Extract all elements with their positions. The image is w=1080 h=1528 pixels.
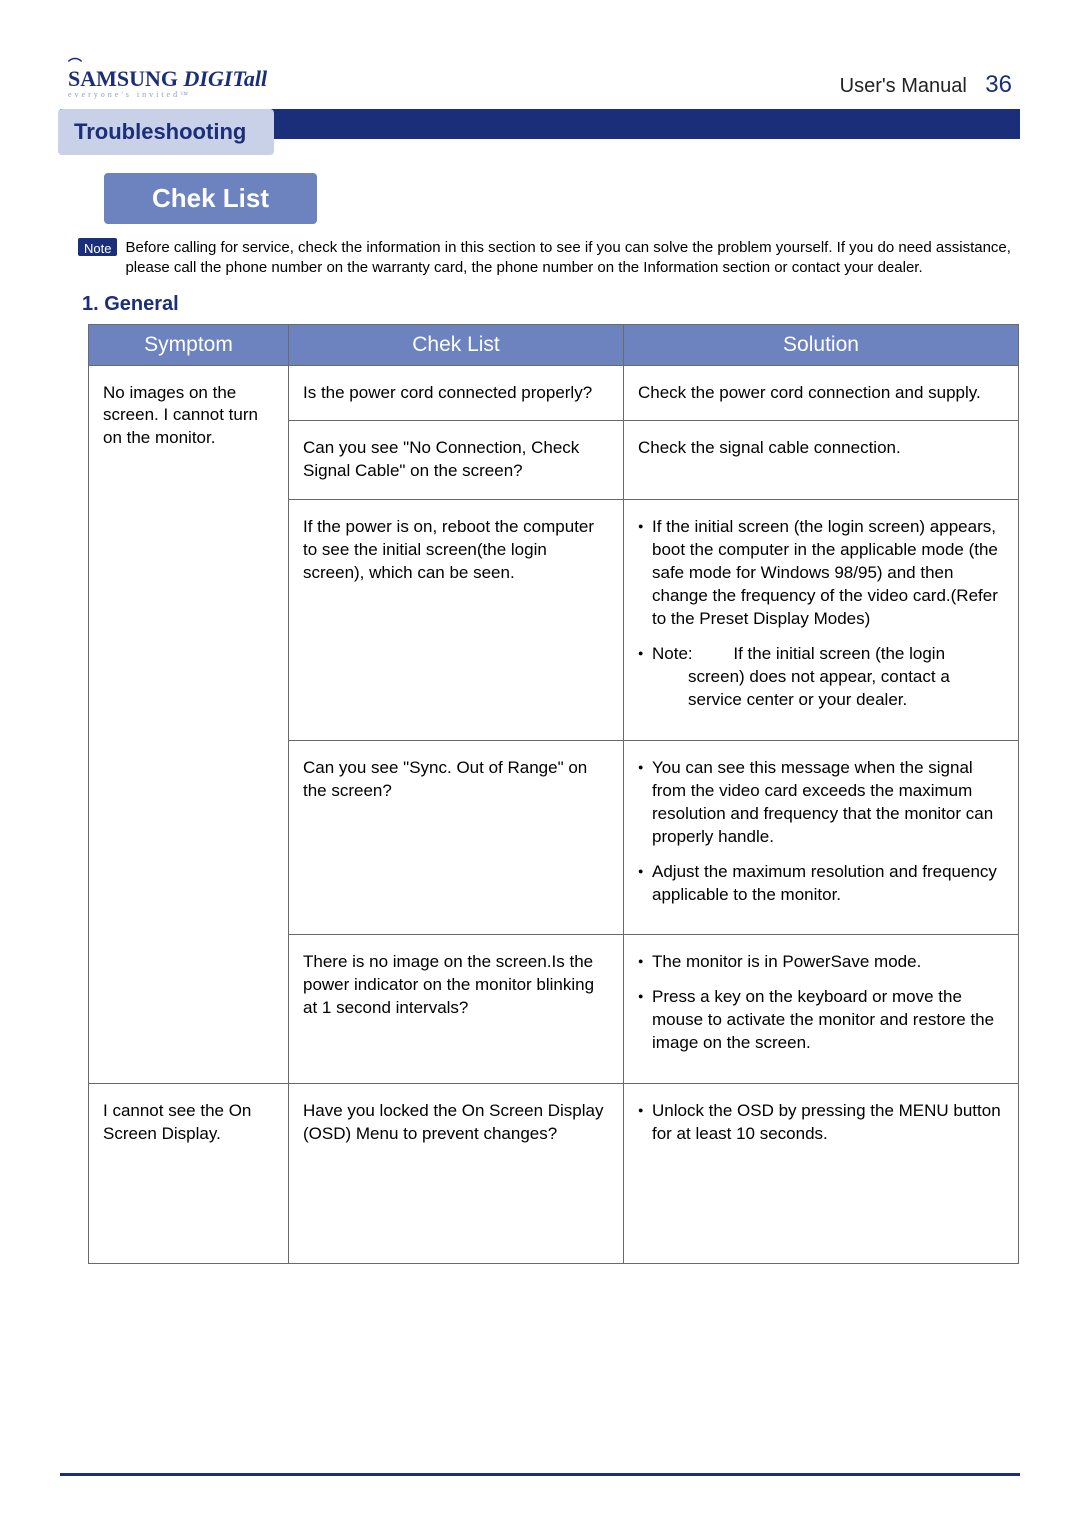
check-cell: There is no image on the screen.Is the p… — [289, 935, 624, 1084]
footer-rule — [60, 1473, 1020, 1476]
solution-bullet: You can see this message when the signal… — [638, 757, 1004, 849]
solution-bullet: Note: If the initial screen (the loginsc… — [638, 643, 1004, 712]
manual-title-group: User's Manual 36 — [840, 71, 1012, 99]
check-cell: Have you locked the On Screen Display (O… — [289, 1084, 624, 1264]
solution-bullet: Unlock the OSD by pressing the MENU butt… — [638, 1100, 1004, 1146]
symptom-cell: I cannot see the On Screen Display. — [89, 1084, 289, 1264]
check-cell: Can you see "Sync. Out of Range" on the … — [289, 740, 624, 935]
brand-main: SAMSUNG — [68, 66, 178, 91]
title-bar: Troubleshooting — [60, 109, 1020, 139]
solution-bullet: The monitor is in PowerSave mode. — [638, 951, 1004, 974]
solution-bullet: If the initial screen (the login screen)… — [638, 516, 1004, 631]
solution-cell: Check the power cord connection and supp… — [624, 365, 1019, 421]
brand-sub: DIGITall — [184, 66, 268, 91]
check-cell: If the power is on, reboot the computer … — [289, 500, 624, 741]
checklist-table: Symptom Chek List Solution No images on … — [88, 324, 1019, 1265]
check-cell: Is the power cord connected properly? — [289, 365, 624, 421]
solution-bullet: Adjust the maximum resolution and freque… — [638, 861, 1004, 907]
th-solution: Solution — [624, 324, 1019, 365]
brand-tagline: everyone's invited™ — [68, 91, 267, 99]
table-row: I cannot see the On Screen Display. Have… — [89, 1084, 1019, 1264]
solution-cell: If the initial screen (the login screen)… — [624, 500, 1019, 741]
tab-checklist: Chek List — [104, 173, 317, 224]
solution-bullet: Press a key on the keyboard or move the … — [638, 986, 1004, 1055]
page-number: 36 — [985, 71, 1012, 98]
header-row: ⌒ SAMSUNG DIGITall everyone's invited™ U… — [60, 60, 1020, 109]
solution-cell: You can see this message when the signal… — [624, 740, 1019, 935]
th-check: Chek List — [289, 324, 624, 365]
table-header-row: Symptom Chek List Solution — [89, 324, 1019, 365]
note-badge: Note — [78, 238, 117, 256]
note-row: Note Before calling for service, check t… — [78, 238, 1020, 279]
solution-cell: The monitor is in PowerSave mode. Press … — [624, 935, 1019, 1084]
sub-tab-row: Chek List — [104, 173, 1020, 224]
table-row: No images on the screen. I cannot turn o… — [89, 365, 1019, 421]
solution-cell: Unlock the OSD by pressing the MENU butt… — [624, 1084, 1019, 1264]
manual-label: User's Manual — [840, 75, 967, 97]
check-cell: Can you see "No Connection, Check Signal… — [289, 421, 624, 500]
tab-troubleshooting: Troubleshooting — [58, 109, 274, 155]
note-text: Before calling for service, check the in… — [125, 238, 1020, 279]
symptom-cell: No images on the screen. I cannot turn o… — [89, 365, 289, 1084]
th-symptom: Symptom — [89, 324, 289, 365]
brand-logo: ⌒ SAMSUNG DIGITall everyone's invited™ — [68, 60, 267, 99]
section-heading: 1. General — [82, 293, 1020, 316]
solution-cell: Check the signal cable connection. — [624, 421, 1019, 500]
